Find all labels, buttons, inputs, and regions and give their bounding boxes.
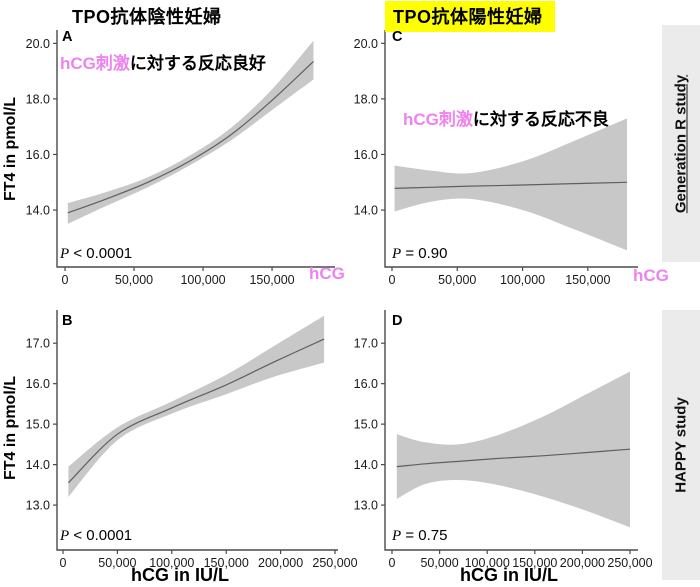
panel-d-y-tick-label: 14.0 xyxy=(354,458,378,472)
column-title-tpo-negative: TPO抗体陰性妊婦 xyxy=(72,7,222,27)
panel-b-x-tick-label: 150,000 xyxy=(204,556,249,570)
panel-d-x-tick-label: 0 xyxy=(389,556,396,570)
panel-c-axes xyxy=(384,30,638,268)
panel-c-letter: C xyxy=(392,29,403,45)
panel-b-y-tick-label: 13.0 xyxy=(26,499,50,513)
panel-a-confidence-band xyxy=(67,40,314,224)
panel-c-regression-line xyxy=(394,181,628,189)
x-axis-label-d: hCG in IU/L xyxy=(460,565,558,585)
panel-a-axes xyxy=(56,30,335,268)
panel-b-y-tick-label: 16.0 xyxy=(26,377,50,391)
panel-c-x-tick-label: 0 xyxy=(389,273,396,287)
panel-c-y-tick-label: 20.0 xyxy=(354,37,378,51)
y-axis-label-happy: FT4 in pmol/L xyxy=(2,376,19,480)
panel-a-annotation-rest: に対する反応良好 xyxy=(129,54,266,73)
panel-a-y-tick-label: 14.0 xyxy=(26,204,50,218)
panel-d-x-tick-label: 250,000 xyxy=(607,556,652,570)
study-strip-happy: HAPPY study xyxy=(662,310,700,580)
panel-a-y-tick-label: 16.0 xyxy=(26,148,50,162)
panel-b-p-rest: < 0.0001 xyxy=(69,527,133,544)
study-strip-generation-r: Generation R study xyxy=(662,25,700,262)
panel-c-x-tick-label: 50,000 xyxy=(438,273,476,287)
panel-d-letter: D xyxy=(392,313,403,329)
panel-d-x-tick-label: 200,000 xyxy=(560,556,605,570)
panel-b-axes xyxy=(56,310,338,551)
panel-c-p-rest: = 0.90 xyxy=(401,245,448,262)
panel-a-x-tick-label: 150,000 xyxy=(249,273,294,287)
panel-c-y-tick-label: 18.0 xyxy=(354,92,378,106)
panel-a-annotation-hcg: hCG刺激 xyxy=(60,54,130,73)
panel-d-x-tick-label: 50,000 xyxy=(420,556,458,570)
panel-c-annotation-hcg: hCG刺激 xyxy=(403,110,473,129)
panel-b-regression-line xyxy=(67,338,325,484)
hcg-unit-label-c: hCG xyxy=(633,266,669,285)
panel-b-x-tick-label: 250,000 xyxy=(312,556,357,570)
panel-a-y-tick-label: 20.0 xyxy=(26,37,50,51)
panel-c-annotation-rest: に対する反応不良 xyxy=(472,110,609,129)
panel-b-p-value: P < 0.0001 xyxy=(60,527,132,545)
panel-c-y-tick-label: 16.0 xyxy=(354,148,378,162)
panel-d-y-tick-label: 17.0 xyxy=(354,337,378,351)
panel-b-y-tick-label: 17.0 xyxy=(26,337,50,351)
panel-b-x-tick-label: 100,000 xyxy=(149,556,194,570)
panel-a-x-tick-label: 100,000 xyxy=(180,273,225,287)
panel-a-annotation: hCG刺激に対する反応良好 xyxy=(60,49,266,74)
y-axis-label-generation-r: FT4 in pmol/L xyxy=(2,97,19,201)
panel-b-x-tick-label: 50,000 xyxy=(98,556,136,570)
panel-b-letter: B xyxy=(62,313,73,329)
panel-a-p-rest: < 0.0001 xyxy=(69,245,133,262)
hcg-unit-label-a: hCG xyxy=(309,264,345,283)
panel-a-letter: A xyxy=(62,29,73,45)
panel-a-p-symbol: P xyxy=(60,246,70,262)
panel-d-x-tick-label: 100,000 xyxy=(465,556,510,570)
panel-c-p-value: P = 0.90 xyxy=(392,245,447,263)
panel-c-p-symbol: P xyxy=(392,246,402,262)
panel-c-x-tick-label: 100,000 xyxy=(500,273,545,287)
panel-b-y-tick-label: 15.0 xyxy=(26,418,50,432)
panel-d-p-symbol: P xyxy=(392,528,402,544)
panel-c-annotation: hCG刺激に対する反応不良 xyxy=(403,105,609,130)
x-axis-label-b: hCG in IU/L xyxy=(131,565,229,585)
panel-d-axes xyxy=(384,310,638,551)
panel-b-x-tick-label: 0 xyxy=(60,556,67,570)
panel-c-confidence-band xyxy=(394,118,627,251)
panel-d-confidence-band xyxy=(396,371,630,528)
panel-b-y-tick-label: 14.0 xyxy=(26,458,50,472)
panel-a-x-tick-label: 50,000 xyxy=(115,273,153,287)
panel-b-p-symbol: P xyxy=(60,528,70,544)
panel-d-y-tick-label: 16.0 xyxy=(354,377,378,391)
panel-a-p-value: P < 0.0001 xyxy=(60,245,132,263)
panel-d-regression-line xyxy=(396,448,631,468)
panel-a-y-tick-label: 18.0 xyxy=(26,92,50,106)
strip-label-generation-r: Generation R study xyxy=(672,74,690,213)
panel-d-p-rest: = 0.75 xyxy=(401,527,448,544)
panel-c-y-tick-label: 14.0 xyxy=(354,204,378,218)
column-title-tpo-positive: TPO抗体陽性妊婦 xyxy=(385,1,555,32)
panel-d-x-tick-label: 150,000 xyxy=(512,556,557,570)
panel-d-y-tick-label: 13.0 xyxy=(354,499,378,513)
strip-label-happy: HAPPY study xyxy=(672,397,690,493)
panel-d-y-tick-label: 15.0 xyxy=(354,418,378,432)
panel-c-x-tick-label: 150,000 xyxy=(565,273,610,287)
panel-a-regression-line xyxy=(67,60,314,214)
panel-b-confidence-band xyxy=(68,315,325,497)
panel-a-x-tick-label: 0 xyxy=(62,273,69,287)
panel-d-p-value: P = 0.75 xyxy=(392,527,447,545)
panel-b-x-tick-label: 200,000 xyxy=(258,556,303,570)
